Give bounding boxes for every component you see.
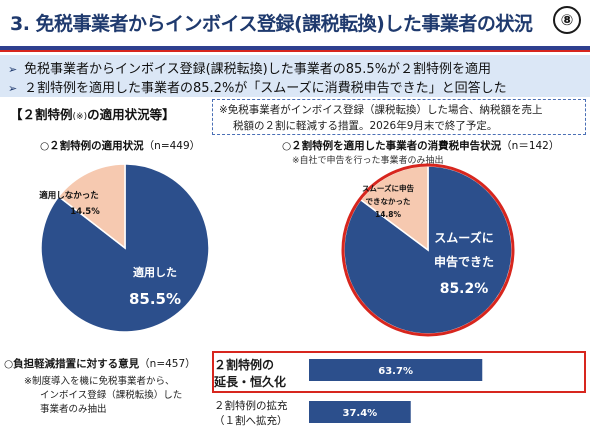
pie2-title-text: ○２割特例を適用した事業者の消費税申告状況 bbox=[282, 140, 502, 152]
bar-chart-note-line-1: ※制度導入を機に免税事業者から、 bbox=[24, 376, 175, 387]
bar-chart-note-line-2: インボイス登録（課税転換）した bbox=[40, 390, 183, 401]
summary-bullet-2: ➢ ２割特例を適用した事業者の85.2%が「スムーズに消費税申告できた」と回答した bbox=[8, 77, 507, 96]
pie1-slice-2 bbox=[57, 163, 126, 250]
bar-2-value-label: 37.4% bbox=[343, 408, 378, 419]
definition-note-line-1: ※免税事業者がインボイス登録（課税転換）した場合、納税額を売上 bbox=[219, 104, 543, 116]
pie1-label-applied: 適用した bbox=[133, 265, 177, 279]
page-title: 3. 免税事業者からインボイス登録(課税転換)した事業者の状況 bbox=[10, 13, 533, 35]
bar-category-label-2-line-2: （１割へ拡充） bbox=[214, 415, 288, 427]
bar-chart-note-line-3: 事業者のみ抽出 bbox=[40, 404, 107, 415]
bar-category-label-2: ２割特例の拡充 （１割へ拡充） bbox=[214, 398, 288, 428]
pie2-label-not-smooth-line-2: できなかった bbox=[366, 196, 411, 206]
summary-bullet-1: ➢ 免税事業者からインボイス登録(課税転換)した事業者の85.5%が２割特例を適用 bbox=[8, 58, 491, 77]
bar-chart-n-label: （n=457） bbox=[139, 358, 196, 370]
arrow-bullet-icon: ➢ bbox=[8, 82, 18, 95]
summary-bullet-text: ２割特例を適用した事業者の85.2%が「スムーズに消費税申告できた」と回答した bbox=[24, 81, 507, 96]
pie1-value-not-applied: 14.5% bbox=[70, 207, 100, 217]
pie2-n-label: （n＝142） bbox=[501, 140, 560, 152]
highlight-box bbox=[212, 351, 586, 393]
pie1-title: ○２割特例の適用状況（n=449） bbox=[40, 138, 200, 153]
pie2-label-smooth-line-1: スムーズに bbox=[434, 230, 493, 245]
bar-2 bbox=[309, 401, 411, 423]
section-heading-main: 【２割特例 bbox=[10, 107, 73, 122]
pie2-label-smooth-line-2: 申告できた bbox=[434, 254, 494, 269]
title-divider-red bbox=[0, 50, 590, 52]
title-bar bbox=[0, 0, 590, 47]
pie2-value-smooth: 85.2% bbox=[440, 281, 489, 297]
arrow-bullet-icon: ➢ bbox=[8, 63, 18, 76]
title-divider-blue bbox=[0, 46, 590, 50]
bar-category-label-2-line-1: ２割特例の拡充 bbox=[214, 400, 288, 412]
bar-category-label-1-line-1: ２割特例の bbox=[214, 358, 275, 372]
definition-note-box: ※免税事業者がインボイス登録（課税転換）した場合、納税額を売上 税額の２割に軽減… bbox=[212, 99, 586, 135]
pie1-chart: 適用しなかった 14.5% 適用した 85.5% bbox=[39, 163, 210, 333]
definition-note-line-2: 税額の２割に軽減する措置。2026年9月末で終了予定。 bbox=[233, 120, 498, 132]
bar-category-label-1: ２割特例の 延長・恒久化 bbox=[214, 356, 286, 390]
pie1-value-applied: 85.5% bbox=[129, 290, 181, 308]
summary-bullets: ➢ 免税事業者からインボイス登録(課税転換)した事業者の85.5%が２割特例を適用… bbox=[0, 55, 590, 97]
pie2-highlight-ring bbox=[341, 163, 515, 337]
pie2-value-not-smooth: 14.8% bbox=[375, 210, 402, 219]
summary-bullet-text: 免税事業者からインボイス登録(課税転換)した事業者の85.5%が２割特例を適用 bbox=[24, 62, 492, 77]
section-heading-tail: の適用状況等】 bbox=[87, 107, 175, 122]
bar-chart-title: ○負担軽減措置に対する意見（n=457） bbox=[4, 356, 196, 371]
section-heading: 【２割特例(※)の適用状況等】 bbox=[10, 104, 175, 123]
pie2-title: ○２割特例を適用した事業者の消費税申告状況（n＝142） bbox=[282, 138, 559, 153]
page-number-badge: ⑧ bbox=[553, 6, 581, 34]
pie2-note: ※自社で申告を行った事業者のみ抽出 bbox=[292, 156, 444, 166]
bar-category-label-1-line-2: 延長・恒久化 bbox=[214, 375, 287, 389]
section-heading-note-mark: (※) bbox=[72, 112, 88, 122]
pie1-n-label: （n=449） bbox=[143, 140, 201, 152]
pie1-label-not-applied: 適用しなかった bbox=[39, 190, 99, 201]
pie2-label-not-smooth-line-1: スムーズに申告 bbox=[362, 183, 415, 193]
pie1-title-text: ○２割特例の適用状況 bbox=[40, 140, 144, 152]
bar-chart-title-text: ○負担軽減措置に対する意見 bbox=[4, 358, 140, 370]
